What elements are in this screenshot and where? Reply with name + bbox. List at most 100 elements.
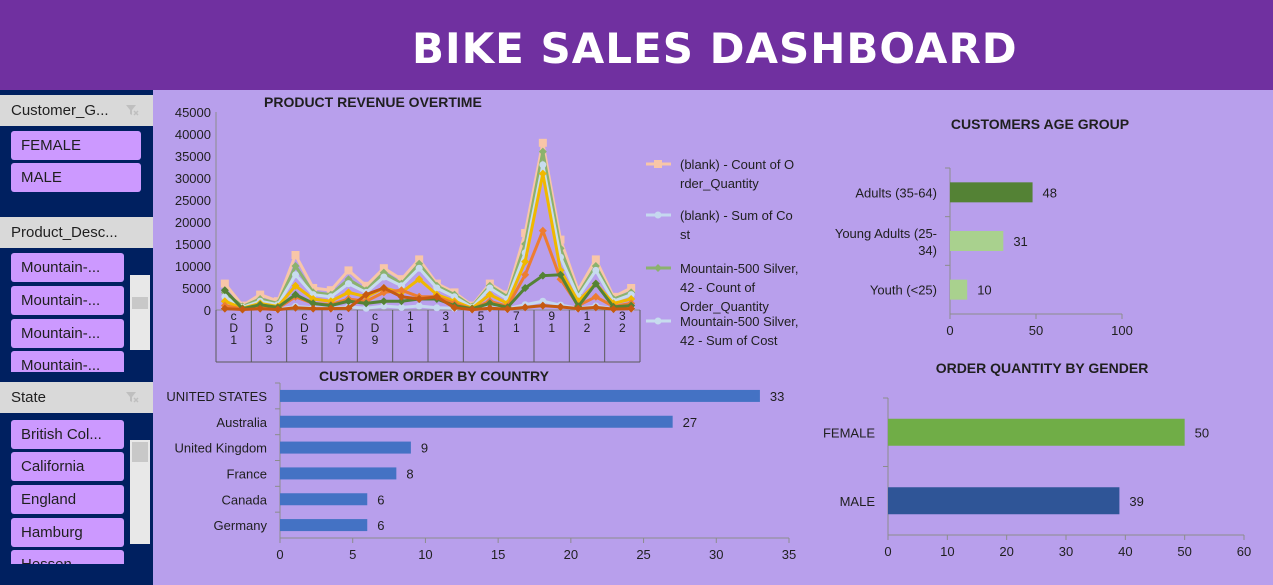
country-order-chart: CUSTOMER ORDER BY COUNTRY 0 5 10 15 20 25 30 35 U…	[166, 368, 796, 562]
slicer-title: State	[11, 389, 47, 406]
clear-filter-icon[interactable]	[125, 391, 139, 403]
data-point	[291, 290, 300, 299]
data-point	[380, 273, 388, 281]
y-tick-label: 10000	[175, 259, 211, 274]
category-label: UNITED STATES	[166, 389, 267, 404]
bar	[950, 231, 1004, 251]
y-tick-label: 20000	[175, 215, 211, 230]
data-point	[521, 284, 530, 292]
data-point	[609, 305, 618, 314]
slicer-item-state[interactable]: Hessen	[11, 550, 124, 564]
data-point	[451, 293, 458, 301]
data-point	[433, 304, 441, 312]
slicer-item-state[interactable]: British Col...	[11, 420, 124, 449]
y-tick-label: 0	[204, 303, 211, 318]
data-point	[627, 284, 636, 292]
data-point	[485, 290, 494, 299]
legend-marker	[654, 317, 662, 325]
series-line	[224, 164, 632, 310]
data-label: 6	[377, 492, 384, 507]
y-tick-label: 40000	[175, 127, 211, 142]
bar	[950, 279, 968, 300]
chart-title: ORDER QUANTITY BY GENDER	[936, 360, 1149, 376]
bar	[280, 467, 397, 480]
data-point	[521, 303, 530, 312]
data-point	[344, 304, 353, 313]
slicer-item-male[interactable]: MALE	[11, 163, 141, 192]
bar	[280, 493, 368, 506]
slicer-title: Product_Desc...	[11, 224, 118, 241]
x-tick-label: 20	[999, 544, 1013, 559]
data-point	[344, 275, 353, 284]
clear-filter-icon[interactable]	[125, 104, 139, 116]
x-tick-label: 15	[491, 547, 505, 562]
x-tick-label: 0	[946, 323, 953, 338]
data-point	[538, 226, 547, 235]
data-point	[539, 297, 547, 305]
data-point	[362, 290, 371, 299]
y-tick-label: 25000	[175, 193, 211, 208]
data-point	[379, 297, 388, 306]
scrollbar-thumb[interactable]	[132, 442, 148, 462]
slicer-title: Customer_G...	[11, 102, 109, 119]
data-label: 27	[683, 415, 697, 430]
category-label: France	[227, 466, 267, 481]
data-point	[591, 255, 600, 264]
data-point	[344, 288, 353, 297]
data-point	[398, 282, 405, 290]
data-point	[397, 297, 406, 306]
data-point	[450, 303, 459, 312]
legend-entry: (blank) - Sum of Co st	[680, 208, 793, 242]
data-point	[326, 304, 335, 313]
x-tick-label: 10	[940, 544, 954, 559]
data-point	[503, 305, 512, 314]
data-label: 39	[1129, 494, 1143, 509]
slicer-item-state[interactable]: California	[11, 452, 124, 481]
y-tick-label: 30000	[175, 171, 211, 186]
legend-marker	[654, 211, 662, 219]
data-point	[415, 302, 423, 310]
y-tick-label: 5000	[182, 281, 211, 296]
data-label: 50	[1195, 425, 1209, 440]
slicer-scrollbar[interactable]	[130, 275, 150, 350]
bar	[280, 415, 673, 428]
data-point	[397, 292, 406, 301]
slicer-scrollbar[interactable]	[130, 440, 150, 544]
x-tick-label: 0	[276, 547, 283, 562]
data-point	[485, 299, 494, 308]
data-point	[326, 286, 335, 295]
y-tick-label: 45000	[175, 105, 211, 120]
slicer-item-product[interactable]: Mountain-...	[11, 253, 124, 282]
slicer-item-product[interactable]: Mountain-...	[11, 351, 124, 372]
bar	[950, 182, 1033, 203]
slicer-item-state[interactable]: Hamburg	[11, 518, 124, 547]
slicer-item-state[interactable]: England	[11, 485, 124, 514]
category-label: Australia	[216, 415, 267, 430]
x-tick-label: 25	[636, 547, 650, 562]
data-point	[256, 290, 265, 299]
data-label: 33	[770, 389, 784, 404]
bar	[280, 441, 411, 454]
data-point	[538, 169, 547, 178]
slicer-item-product[interactable]: Mountain-...	[11, 286, 124, 315]
data-point	[432, 292, 441, 301]
data-point	[574, 304, 583, 313]
data-point	[256, 304, 265, 313]
bar	[888, 487, 1120, 515]
data-point	[539, 161, 547, 169]
x-tick-label: 30	[709, 547, 723, 562]
scrollbar-thumb[interactable]	[132, 297, 148, 309]
dashboard-header: BIKE SALES DASHBOARD	[0, 0, 1273, 90]
slicer-state: State British Col... California England …	[0, 382, 153, 564]
x-tick-label: 35	[782, 547, 796, 562]
data-point	[592, 266, 600, 274]
data-point	[309, 284, 318, 292]
slicer-item-female[interactable]: FEMALE	[11, 131, 141, 160]
data-point	[379, 264, 388, 273]
data-point	[220, 286, 229, 295]
slicer-item-product[interactable]: Mountain-...	[11, 319, 124, 348]
